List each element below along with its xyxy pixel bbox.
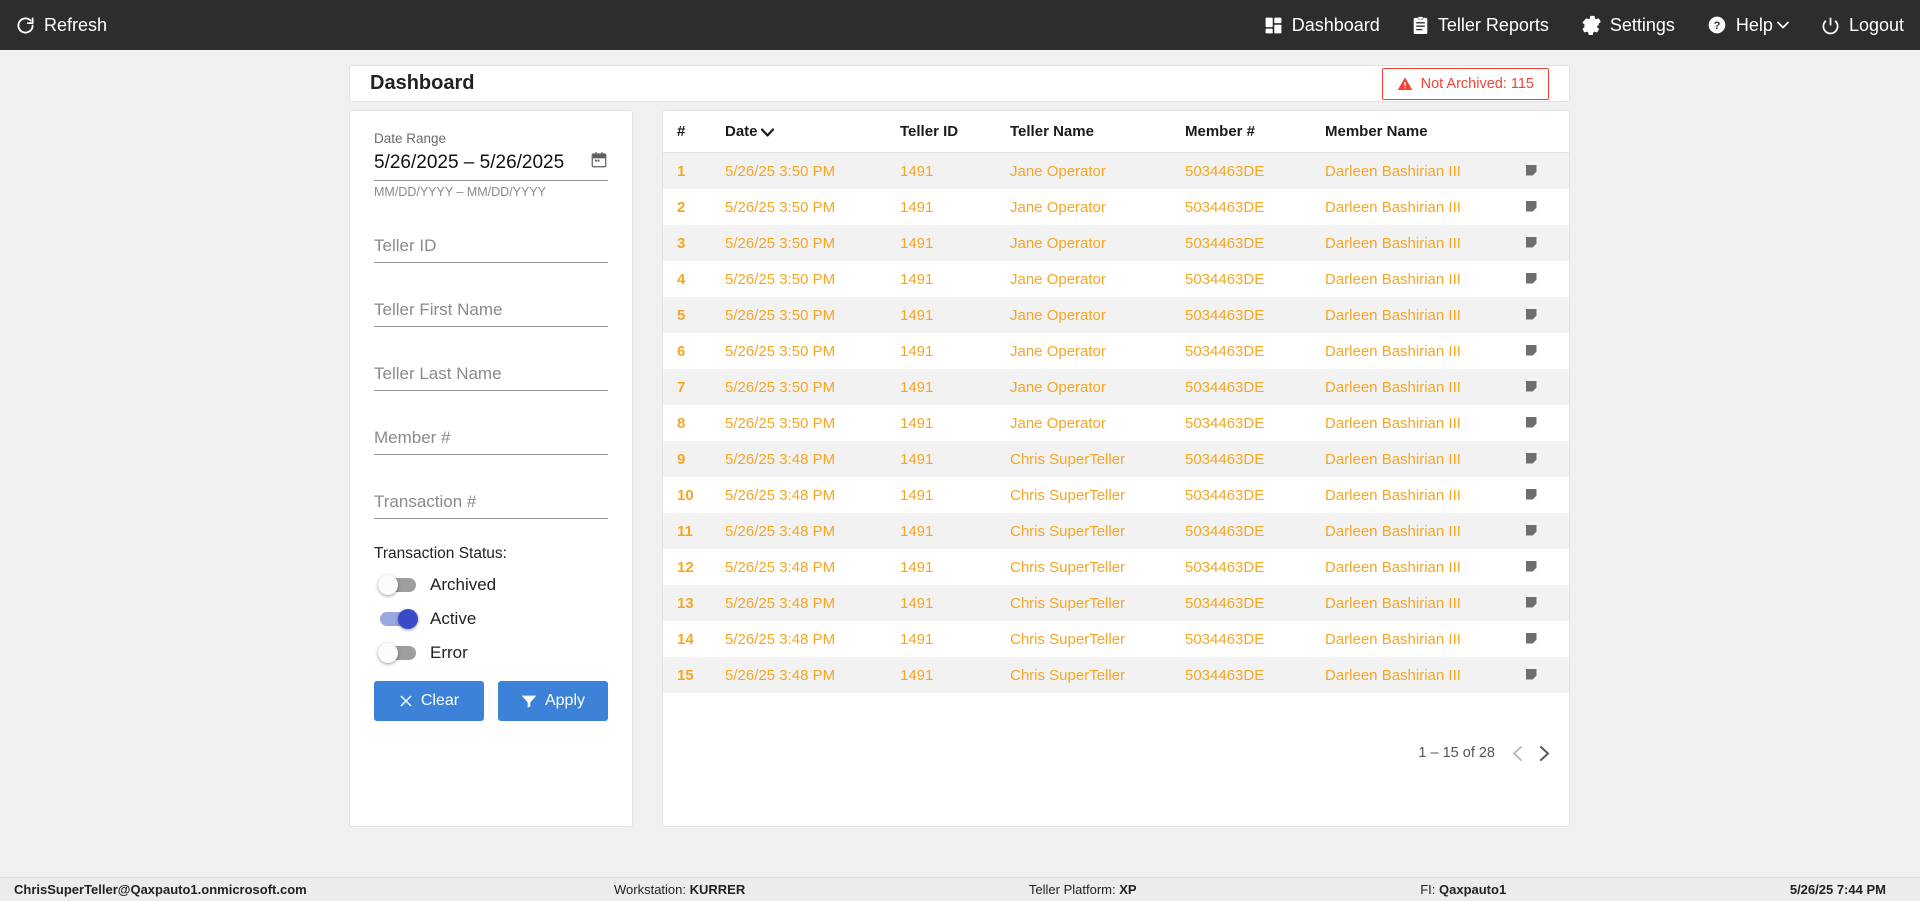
svg-text:?: ? <box>1714 20 1721 32</box>
